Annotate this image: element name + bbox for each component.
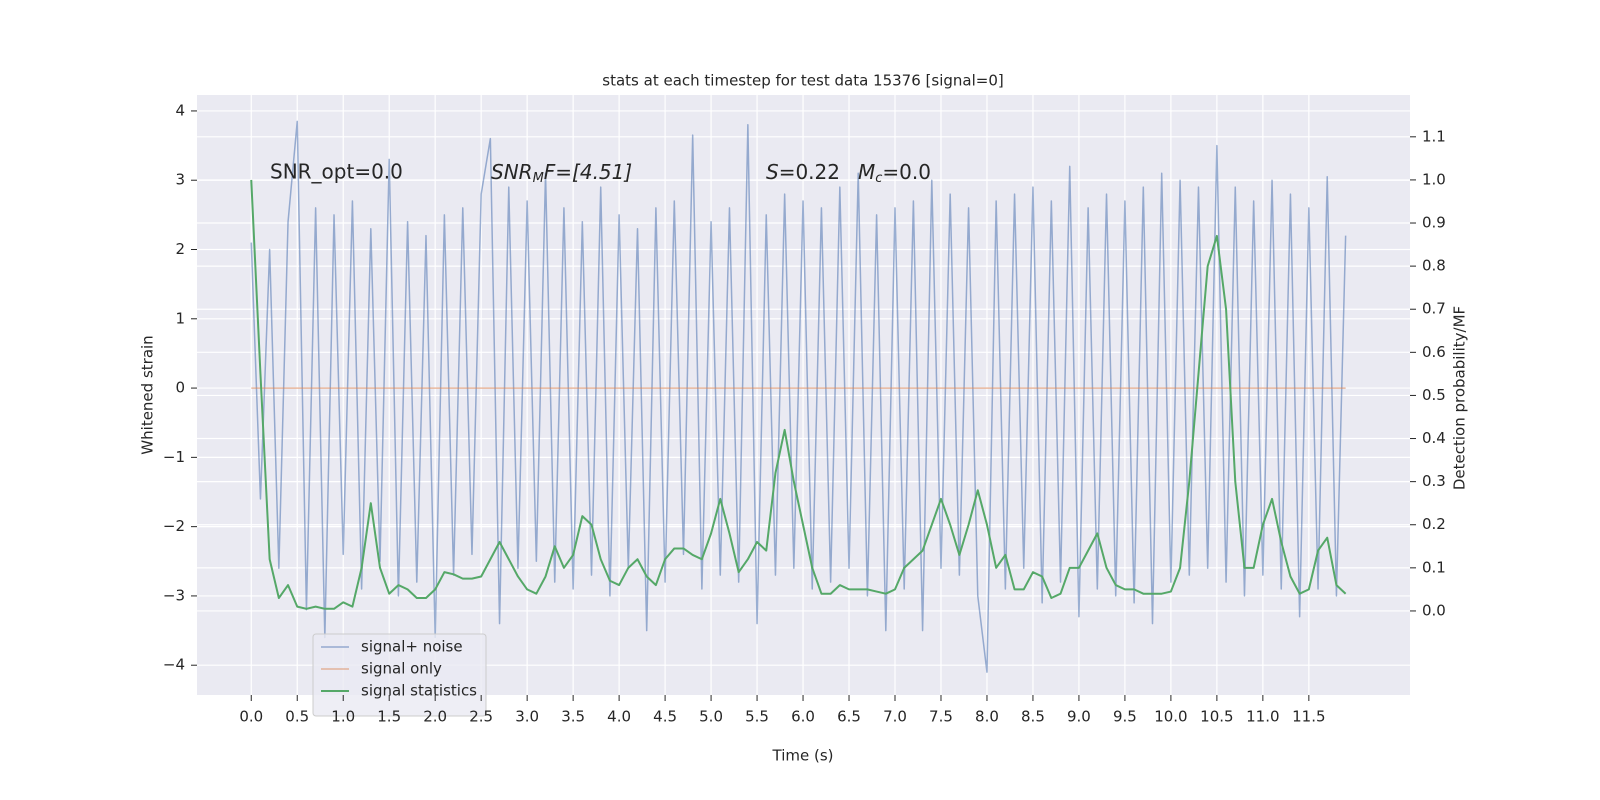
x-tick-label: 11.5 <box>1292 708 1325 726</box>
x-tick-label: 6.0 <box>791 708 815 726</box>
y2-tick-label: 1.0 <box>1422 170 1446 188</box>
lines <box>250 120 1347 673</box>
x-tick-label: 4.5 <box>653 708 677 726</box>
chart-title: stats at each timestep for test data 153… <box>602 72 1003 90</box>
y-tick-label: −4 <box>163 656 185 674</box>
x-tick-label: 0.5 <box>285 708 309 726</box>
series-line <box>250 179 1347 610</box>
y-tick-label: 0 <box>175 379 185 397</box>
series-line <box>250 120 1347 673</box>
y2-tick-label: 0.9 <box>1422 214 1446 232</box>
x-tick-label: 0.0 <box>239 708 263 726</box>
x-tick-label: 5.5 <box>745 708 769 726</box>
annotation-part: F=[4.51] <box>544 160 632 184</box>
annotation: S=0.22 <box>766 160 840 184</box>
x-tick-label: 6.5 <box>837 708 861 726</box>
legend-label: signal only <box>361 660 442 678</box>
legend-box <box>312 633 487 717</box>
annotation-part: =0.0 <box>882 160 931 184</box>
y-tick-label: 2 <box>175 240 185 258</box>
y-tick-label: −3 <box>163 586 185 604</box>
y-tick-label: −1 <box>163 448 185 466</box>
legend-label: signal+ noise <box>361 638 463 656</box>
annotation-part: =0.22 <box>779 160 840 184</box>
y2-tick-label: 0.6 <box>1422 343 1446 361</box>
x-tick-label: 7.5 <box>929 708 953 726</box>
legend: signal+ noise signal only signal statistic… <box>312 633 487 717</box>
x-tick-label: 1.0 <box>331 708 355 726</box>
annotation: SNR_opt=0.0 <box>270 160 403 184</box>
x-tick-label: 7.0 <box>883 708 907 726</box>
y2-tick-label: 0.4 <box>1422 429 1446 447</box>
y2-tick-label: 0.5 <box>1422 386 1446 404</box>
y2-tick-label: 1.1 <box>1422 127 1446 145</box>
annotation-part: M <box>533 171 544 186</box>
annotation: SNRMF=[4.51] <box>491 160 632 186</box>
y2-tick-label: 0.1 <box>1422 558 1446 576</box>
x-tick-label: 3.5 <box>561 708 585 726</box>
annotation: Mc=0.0 <box>858 160 931 186</box>
x-tick-label: 9.5 <box>1113 708 1137 726</box>
x-tick-label: 10.5 <box>1200 708 1233 726</box>
y2-tick-label: 0.0 <box>1422 601 1446 619</box>
x-tick-label: 8.5 <box>1021 708 1045 726</box>
y-tick-label: 3 <box>175 171 185 189</box>
y2-axis-label: Detection probability/MF <box>1451 306 1469 490</box>
y-tick-label: 1 <box>175 309 185 327</box>
x-tick-label: 10.0 <box>1154 708 1187 726</box>
y2-tick-label: 0.2 <box>1422 515 1446 533</box>
annotation-part: S <box>766 160 779 184</box>
x-tick-label: 4.0 <box>607 708 631 726</box>
x-tick-label: 5.0 <box>699 708 723 726</box>
annotation-part: c <box>875 171 882 186</box>
y2-tick-label: 0.3 <box>1422 472 1446 490</box>
y-tick-label: −2 <box>163 517 185 535</box>
y-axis-label: Whitened strain <box>139 335 157 454</box>
x-axis-label: Time (s) <box>772 747 834 765</box>
x-tick-label: 3.0 <box>515 708 539 726</box>
x-tick-label: 2.5 <box>469 708 493 726</box>
y2-tick-label: 0.8 <box>1422 257 1446 275</box>
x-tick-label: 9.0 <box>1067 708 1091 726</box>
x-tick-label: 1.5 <box>377 708 401 726</box>
legend-label: signal statistics <box>361 682 477 700</box>
x-tick-label: 2.0 <box>423 708 447 726</box>
x-tick-label: 11.0 <box>1246 708 1279 726</box>
y2-tick-label: 0.7 <box>1422 300 1446 318</box>
annotation-part: M <box>858 160 875 184</box>
annotation-part: SNR <box>491 160 533 184</box>
y-tick-label: 4 <box>175 101 185 119</box>
x-tick-label: 8.0 <box>975 708 999 726</box>
